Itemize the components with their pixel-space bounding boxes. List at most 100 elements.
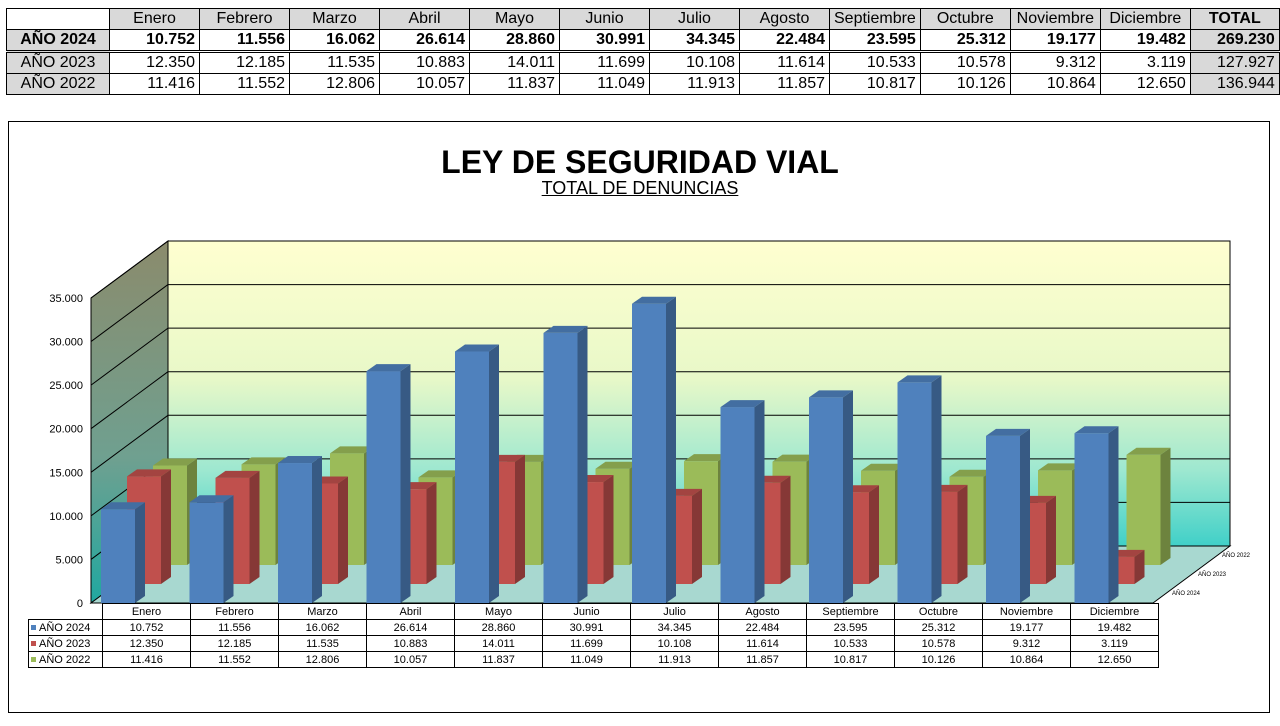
summary-cell: 10.864: [1009, 73, 1101, 95]
bar-top: [153, 458, 197, 466]
bar-side: [1134, 549, 1145, 584]
depth-axis-label: AÑO 2023: [1198, 571, 1227, 578]
data-table-value: 11.837: [454, 651, 543, 668]
summary-cell: 11.837: [469, 73, 560, 95]
bar-side: [603, 475, 614, 584]
summary-cell: 11.552: [199, 73, 290, 95]
data-table-value: 28.860: [454, 619, 543, 636]
bar-top: [720, 400, 765, 408]
data-table-value: 10.057: [366, 651, 455, 668]
summary-cell: 10.752: [109, 29, 200, 53]
bar-side: [135, 502, 145, 603]
chart-plot: 0 5.000 10.000 15.000 20.000 25.000 30.000 35.0…: [49, 240, 1251, 610]
gridline: [90, 371, 169, 430]
data-table-value: 25.312: [894, 619, 983, 636]
data-table-series-label: AÑO 2024: [28, 619, 103, 636]
y-tick-label: 30.000: [49, 337, 83, 349]
data-table-value: 10.817: [806, 651, 895, 668]
data-table-value: 30.991: [542, 619, 631, 636]
summary-cell: 11.556: [199, 29, 290, 53]
summary-month-header: Marzo: [289, 8, 380, 30]
bar-side: [577, 325, 588, 603]
bar-side: [780, 475, 791, 584]
summary-month-header: Noviembre: [1009, 8, 1101, 30]
data-table-corner: [29, 604, 103, 620]
data-table-value: 22.484: [718, 619, 807, 636]
bar-front: [101, 509, 135, 603]
summary-cell: 19.482: [1099, 29, 1191, 53]
data-table-value: 10.578: [894, 635, 983, 652]
bar-side: [400, 364, 411, 603]
summary-cell: 14.011: [469, 51, 560, 74]
summary-month-header: Abril: [379, 8, 470, 30]
legend-key-icon: [31, 641, 36, 647]
summary-row: AÑO 2022 11.416 11.552 12.806 10.057 11.837 11…: [6, 73, 1280, 95]
bar-front: [986, 435, 1020, 603]
summary-header-row: Enero Febrero Marzo Abril Mayo Junio Julio Agos…: [6, 8, 1280, 30]
bar-top: [543, 325, 588, 333]
bar-side: [957, 484, 968, 584]
summary-cell: 10.057: [379, 73, 470, 95]
summary-total-header: TOTAL: [1189, 8, 1280, 30]
data-table-value: 10.533: [806, 635, 895, 652]
bar-top: [772, 454, 817, 462]
bar-front: [632, 303, 666, 603]
bar-side: [1108, 426, 1119, 603]
bar-top: [595, 461, 640, 469]
data-table-category: Febrero: [190, 603, 279, 620]
bar-top: [1126, 447, 1171, 455]
summary-row-label: AÑO 2022: [6, 73, 110, 95]
summary-month-header: Agosto: [739, 8, 830, 30]
data-table-value: 14.011: [454, 635, 543, 652]
y-tick-label: 35.000: [49, 293, 83, 305]
bar-front: [543, 332, 578, 603]
gridline: [90, 414, 169, 473]
summary-cell: 26.614: [379, 29, 470, 53]
bar-side: [666, 296, 676, 603]
gridline: [90, 240, 169, 299]
data-table-series-name: AÑO 2023: [39, 637, 91, 650]
data-table-value: 10.883: [366, 635, 455, 652]
data-table-row: AÑO 2023 12.350 12.185 11.535 10.883 14.011 11…: [28, 635, 1159, 652]
data-table-category: Julio: [630, 603, 719, 620]
summary-row-total: 127.927: [1189, 51, 1280, 74]
summary-cell: 30.991: [559, 29, 650, 53]
bar-top: [1074, 426, 1119, 434]
bar-front: [278, 463, 312, 603]
summary-cell: 25.312: [919, 29, 1011, 53]
summary-month-header: Diciembre: [1099, 8, 1191, 30]
summary-cell: 19.177: [1009, 29, 1101, 53]
bar-top: [1038, 463, 1082, 471]
summary-row-label: AÑO 2024: [6, 29, 110, 53]
bar-top: [632, 296, 676, 304]
summary-row: AÑO 2023 12.350 12.185 11.535 10.883 14.011 11…: [6, 51, 1280, 74]
bar-side: [1020, 428, 1030, 603]
data-table-category: Diciembre: [1070, 603, 1159, 620]
data-table-value: 11.556: [190, 619, 279, 636]
summary-cell: 23.595: [829, 29, 921, 53]
summary-cell: 11.913: [649, 73, 740, 95]
y-tick-label: 15.000: [49, 467, 83, 479]
data-table-row: AÑO 2022 11.416 11.552 12.806 10.057 11.837 11…: [28, 651, 1159, 668]
summary-cell: 11.535: [289, 51, 380, 74]
bar-top: [418, 470, 463, 478]
bar-side: [843, 390, 853, 603]
bar-top: [809, 390, 853, 398]
data-table-value: 10.864: [982, 651, 1071, 668]
data-table-value: 11.552: [190, 651, 279, 668]
legend-key-icon: [31, 657, 36, 663]
depth-axis-label: AÑO 2022: [1222, 552, 1251, 559]
bar-front: [1126, 454, 1161, 565]
summary-row: AÑO 2024 10.752 11.556 16.062 26.614 28.860 30…: [6, 29, 1280, 53]
summary-month-header: Junio: [559, 8, 650, 30]
bar-top: [189, 495, 234, 503]
summary-month-header: Enero: [109, 8, 200, 30]
chart-title: LEY DE SEGURIDAD VIAL: [441, 144, 839, 180]
bar-front: [720, 407, 755, 603]
summary-cell: 11.614: [739, 51, 830, 74]
summary-cell: 10.578: [919, 51, 1011, 74]
bar-top: [127, 469, 171, 477]
y-tick-label: 25.000: [49, 380, 83, 392]
data-table-value: 10.108: [630, 635, 719, 652]
summary-cell: 11.416: [109, 73, 200, 95]
